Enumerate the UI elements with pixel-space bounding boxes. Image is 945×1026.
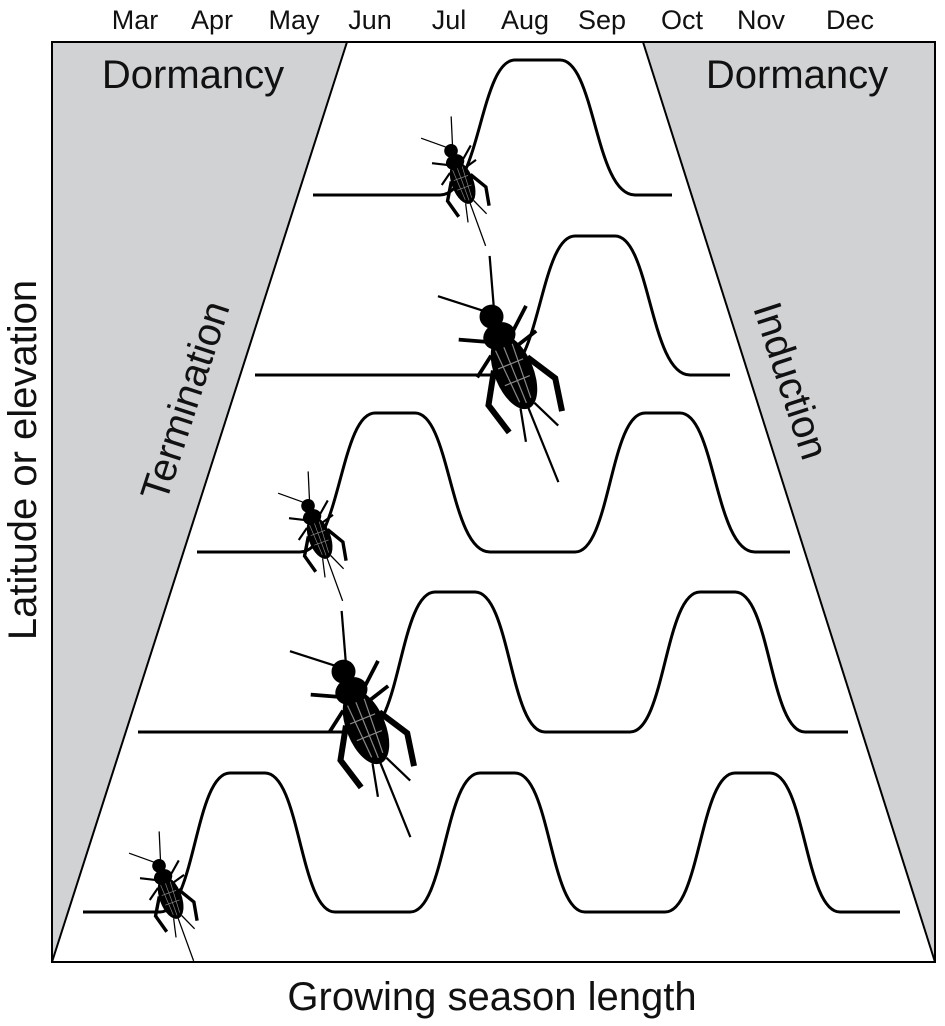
dormancy-label: Dormancy (102, 53, 284, 97)
dormancy-label: Dormancy (706, 53, 888, 97)
month-label: May (268, 5, 320, 35)
month-label: Mar (112, 5, 159, 35)
cricket-icon (283, 605, 444, 853)
month-label: Dec (826, 5, 874, 35)
month-label: Aug (501, 5, 549, 35)
month-label: Jul (432, 5, 467, 35)
activity-curve (313, 58, 672, 197)
month-label: Oct (661, 5, 704, 35)
x-axis-label: Growing season length (287, 975, 696, 1019)
month-label: Nov (737, 5, 786, 35)
y-axis-label: Latitude or elevation (1, 280, 45, 640)
induction-line (642, 41, 936, 963)
month-label: Jun (348, 5, 392, 35)
frame (51, 41, 936, 963)
activity-curve (138, 590, 848, 734)
activity-curve (83, 771, 900, 914)
termination-line (51, 41, 348, 963)
month-labels: Mar Apr May Jun Jul Aug Sep Oct Nov Dec (112, 5, 874, 35)
cricket-icon (272, 466, 364, 611)
activity-curve (255, 234, 730, 377)
month-label: Sep (578, 5, 626, 35)
month-label: Apr (191, 5, 233, 35)
cricket-icon (123, 826, 215, 971)
activity-curve (197, 411, 790, 554)
cricket-icon (415, 111, 507, 256)
